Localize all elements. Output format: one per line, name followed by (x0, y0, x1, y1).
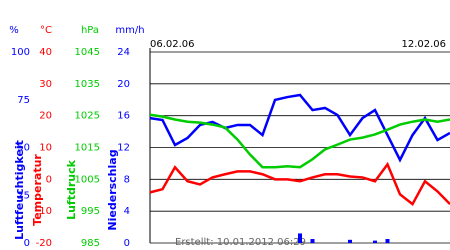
axis-unit: hPa (81, 25, 99, 36)
y-tick-label: 1015 (75, 143, 100, 154)
y-tick-label: 4 (124, 206, 130, 217)
y-tick-label: 0 (46, 174, 52, 185)
date-end: 12.02.06 (401, 39, 446, 50)
y-tick-label: 16 (117, 111, 130, 122)
y-tick-label: 50 (17, 143, 30, 154)
precip-bar (373, 240, 377, 243)
precip-bar (310, 239, 315, 243)
y-tick-label: 20 (117, 79, 130, 90)
y-tick-label: 100 (11, 47, 30, 58)
y-tick-label: 24 (117, 47, 130, 58)
y-tick-label: 0 (24, 238, 30, 249)
y-tick-label: 985 (81, 238, 100, 249)
y-tick-label: 10 (39, 143, 52, 154)
y-tick-label: 40 (39, 47, 52, 58)
y-tick-label: 25 (17, 190, 30, 201)
y-tick-label: 20 (39, 111, 52, 122)
y-tick-label: 1025 (75, 111, 100, 122)
precip-bar (298, 233, 302, 243)
y-tick-label: 0 (124, 238, 130, 249)
axis-title: Luftdruck (65, 159, 78, 220)
series-line (149, 161, 450, 207)
series-line (149, 93, 450, 163)
precip-bar (385, 239, 390, 243)
y-tick-label: 8 (124, 174, 130, 185)
date-start: 06.02.06 (150, 39, 195, 50)
y-tick-label: 1045 (75, 47, 100, 58)
y-tick-label: -10 (36, 206, 52, 217)
axis-title: Temperatur (31, 154, 44, 226)
y-tick-label: 1035 (75, 79, 100, 90)
axis-unit: °C (40, 25, 52, 36)
y-tick-label: 30 (39, 79, 52, 90)
y-tick-label: 995 (81, 206, 100, 217)
y-tick-label: 75 (17, 95, 30, 106)
axis-title: Luftfeuchtigkeit (13, 140, 26, 240)
annotation: Erstellt: 10.01.2012 06:29 (175, 237, 306, 248)
y-tick-label: 12 (117, 143, 130, 154)
precip-bar (348, 239, 352, 243)
axis-unit: % (9, 25, 19, 36)
series-line (149, 113, 450, 169)
y-tick-label: -20 (36, 238, 52, 249)
axis-unit: mm/h (115, 25, 144, 36)
axis-title: Niederschlag (106, 149, 119, 230)
y-tick-label: 1005 (75, 174, 100, 185)
